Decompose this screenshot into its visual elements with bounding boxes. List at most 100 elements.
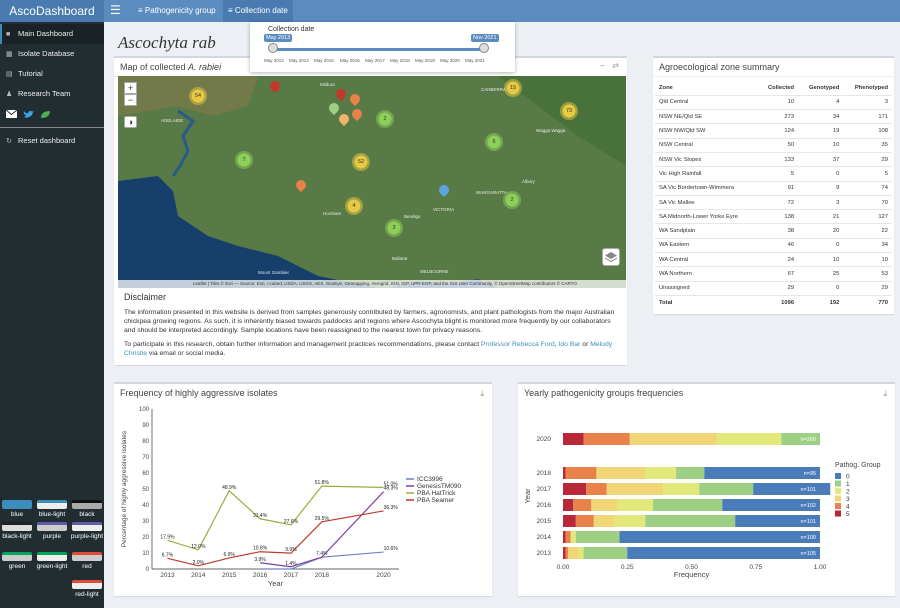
- table-cell: SA Midnorth-Lower Yorke Eyre: [655, 209, 758, 224]
- column-header[interactable]: Phenotyped: [854, 84, 888, 91]
- twitter-icon[interactable]: [23, 110, 34, 119]
- table-cell: 29: [757, 280, 799, 296]
- bar-segment: [591, 499, 617, 511]
- table-row: WA Sandplain 38 20 22: [655, 223, 892, 239]
- bar-segment: [563, 547, 566, 559]
- swatch-blue[interactable]: blue: [0, 500, 34, 519]
- sidebar-item-tutorial[interactable]: ▤ Tutorial: [0, 64, 104, 84]
- map-cluster[interactable]: 73: [560, 102, 578, 120]
- table-row: Unassigned 29 0 29: [655, 280, 892, 296]
- reset-dashboard-button[interactable]: ↻ Reset dashboard: [0, 131, 104, 151]
- column-header[interactable]: Collected: [767, 84, 795, 91]
- data-label: 9.9%: [285, 547, 297, 553]
- leaf-icon[interactable]: [40, 110, 51, 119]
- slider-handle-from[interactable]: [268, 43, 278, 53]
- link-rebecca-ford[interactable]: Professor Rebecca Ford: [481, 341, 555, 348]
- map-place-label: VICTORIA: [433, 207, 455, 212]
- nav-pathogenicity[interactable]: ≡ Pathogenicity group: [133, 0, 221, 22]
- n-label: n=105: [801, 551, 816, 557]
- minimize-icon[interactable]: –: [600, 61, 605, 70]
- sidebar: ■ Main Dashboard ▦ Isolate Database ▤ Tutor…: [0, 22, 104, 608]
- swatch-red[interactable]: red: [70, 552, 104, 571]
- map-cluster[interactable]: 4: [345, 197, 363, 215]
- series-line: [260, 551, 384, 570]
- x-axis-label: Frequency: [674, 570, 710, 579]
- table-cell: NSW NW/Qld SW: [655, 123, 758, 139]
- y-tick-label: 2017: [537, 486, 552, 493]
- swatch-purple-light[interactable]: purple-light: [70, 522, 104, 541]
- bar-segment: [575, 531, 620, 543]
- zoom-out-button[interactable]: −: [124, 94, 137, 106]
- map-cluster[interactable]: 6: [485, 133, 503, 151]
- bar-segment: [583, 433, 630, 445]
- share-icon[interactable]: ⇄: [612, 61, 619, 70]
- sidebar-item-isolate-database[interactable]: ▦ Isolate Database: [0, 44, 104, 64]
- download-icon[interactable]: ⤓: [480, 389, 484, 398]
- map-cluster[interactable]: 2: [503, 191, 521, 209]
- series-line: [259, 491, 384, 568]
- zoom-in-button[interactable]: +: [124, 82, 137, 94]
- map-cluster[interactable]: 2: [376, 110, 394, 128]
- sidebar-item-main-dashboard[interactable]: ■ Main Dashboard: [0, 24, 104, 44]
- nav-collection-date[interactable]: ≡ Collection date: [223, 0, 293, 22]
- bar-segment: [606, 483, 664, 495]
- map-cluster[interactable]: 15: [504, 79, 522, 97]
- swatch-black[interactable]: black: [70, 500, 104, 519]
- hamburger-icon[interactable]: ☰: [110, 3, 121, 17]
- stacked-bar-chart: 0.00 0.25 0.50 0.75 1.00 Frequency Year 2020 n=2…: [523, 433, 881, 579]
- slider-ticks: May 2013 May 2014 May 2015 May 2016 May …: [264, 56, 490, 68]
- table-cell: Qld Central: [655, 94, 758, 110]
- slider-track[interactable]: [272, 48, 483, 51]
- table-row: Vic High Rainfall 5 0 5: [655, 166, 892, 182]
- bar-segment: [583, 547, 628, 559]
- map-cluster[interactable]: 7: [235, 151, 253, 169]
- email-icon[interactable]: [6, 110, 17, 118]
- table-cell: WA Northern: [655, 266, 758, 282]
- map-place-label: WANGARATTA: [476, 190, 507, 195]
- legend-swatch: [835, 480, 841, 487]
- swatch-green-light[interactable]: green-light: [35, 552, 69, 571]
- column-header[interactable]: Genotyped: [809, 84, 840, 91]
- swatch-red-light[interactable]: red-light: [70, 580, 104, 599]
- swatch-green[interactable]: green: [0, 552, 34, 571]
- map-cluster[interactable]: 54: [189, 87, 207, 105]
- locate-icon[interactable]: ◑: [124, 116, 137, 128]
- link-melody-christie[interactable]: Melody Christie: [124, 341, 613, 357]
- table-row: SA Midnorth-Lower Yorke Eyre 138 21 127: [655, 209, 892, 224]
- disclaimer: Disclaimer The information presented in …: [124, 293, 622, 363]
- bar-segment: [563, 499, 574, 511]
- table-cell: 24: [757, 252, 799, 267]
- download-icon[interactable]: ⤓: [883, 389, 887, 398]
- slider-tick: May 2019: [415, 58, 435, 63]
- table-cell: 21: [798, 209, 844, 224]
- column-header[interactable]: Zone: [659, 84, 673, 91]
- link-ido-bar[interactable]: Ido Bar: [558, 341, 581, 348]
- x-tick-label: 2016: [253, 572, 268, 579]
- swatch-blue-light[interactable]: blue-light: [35, 500, 69, 519]
- n-label: n=95: [804, 471, 816, 477]
- people-icon: ♟: [6, 91, 13, 98]
- map-view[interactable]: + − ◑ 54 15 73 2 6 7 52 4 84 2 3 ADELAID…: [118, 76, 626, 288]
- sidebar-item-research-team[interactable]: ♟ Research Team: [0, 84, 104, 104]
- map-cluster[interactable]: 52: [352, 153, 370, 171]
- n-label: n=200: [801, 437, 816, 443]
- data-label: 27.6%: [284, 519, 299, 525]
- map-place-label: Horsham: [323, 211, 342, 216]
- bar-segment: [570, 531, 576, 543]
- map-cluster[interactable]: 3: [385, 219, 403, 237]
- table-cell: 192: [798, 294, 844, 310]
- swatch-purple[interactable]: purple: [35, 522, 69, 541]
- table-cell: 171: [843, 109, 892, 124]
- slider-from-label: May 2013: [264, 34, 293, 42]
- slider-handle-to[interactable]: [479, 43, 489, 53]
- app-logo[interactable]: AscoDashboard: [0, 0, 104, 22]
- zone-summary-box: Agroecological zone summary Zone Collect…: [653, 56, 894, 314]
- y-tick-label: 2016: [537, 502, 552, 509]
- y-tick-label: 70: [142, 455, 149, 461]
- y-tick-label: 100: [139, 407, 150, 413]
- layers-icon[interactable]: [602, 248, 620, 266]
- table-row: SA Vic Bordertown-Wimmera 91 9 74: [655, 180, 892, 196]
- table-cell: 5: [757, 166, 799, 182]
- table-total-row: Total 1096 192 770: [655, 294, 892, 310]
- swatch-black-light[interactable]: black-light: [0, 522, 34, 541]
